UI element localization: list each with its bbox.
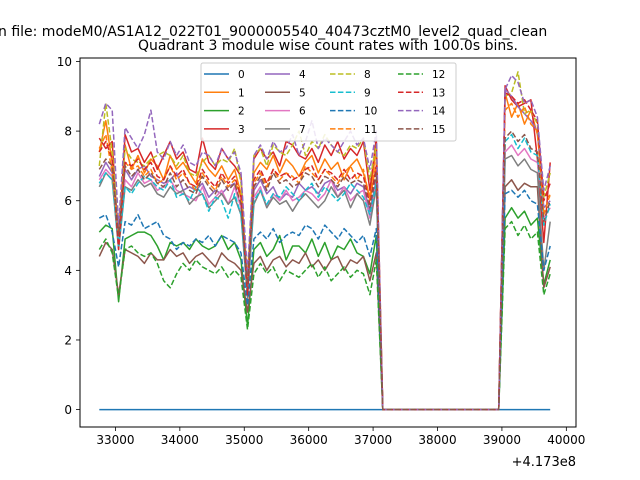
y-tick-label: 4 bbox=[64, 264, 72, 278]
x-tick-label: 39000 bbox=[483, 433, 521, 447]
legend-label-2: 2 bbox=[238, 106, 245, 118]
y-tick-label: 6 bbox=[64, 194, 72, 208]
y-tick-label: 2 bbox=[64, 333, 72, 347]
x-tick-label: 35000 bbox=[225, 433, 263, 447]
legend-frame bbox=[200, 62, 457, 142]
legend-label-12: 12 bbox=[432, 69, 445, 81]
x-axis-offset-label: +4.173e8 bbox=[512, 455, 576, 470]
legend-label-5: 5 bbox=[299, 87, 306, 99]
x-tick-label: 34000 bbox=[161, 433, 199, 447]
legend-label-15: 15 bbox=[432, 124, 445, 136]
x-tick-label: 37000 bbox=[354, 433, 392, 447]
plot-frame bbox=[79, 57, 577, 428]
x-tick-label: 40000 bbox=[547, 433, 585, 447]
series-line-13 bbox=[98, 92, 551, 411]
series-line-15 bbox=[98, 130, 551, 411]
x-axis: 33000 34000 35000 36000 37000 38000 39000 40000 bbox=[96, 427, 585, 447]
y-tick-label: 10 bbox=[57, 55, 72, 69]
legend-label-1: 1 bbox=[238, 87, 245, 99]
chart-title: Quadrant 3 module wise count rates with … bbox=[138, 38, 518, 54]
legend-label-8: 8 bbox=[364, 69, 371, 81]
legend-label-11: 11 bbox=[364, 124, 377, 136]
legend-label-9: 9 bbox=[364, 87, 371, 99]
legend-label-0: 0 bbox=[238, 69, 245, 81]
legend-label-6: 6 bbox=[299, 106, 306, 118]
legend-label-14: 14 bbox=[432, 106, 446, 118]
legend-label-13: 13 bbox=[432, 87, 445, 99]
x-tick-label: 33000 bbox=[96, 433, 134, 447]
legend-label-3: 3 bbox=[238, 124, 245, 136]
y-tick-label: 0 bbox=[64, 403, 72, 417]
x-tick-label: 38000 bbox=[418, 433, 456, 447]
y-tick-label: 8 bbox=[64, 125, 72, 139]
legend-label-7: 7 bbox=[299, 124, 306, 136]
legend-label-4: 4 bbox=[299, 69, 306, 81]
series-layer bbox=[98, 71, 551, 411]
figure-suptitle: n file: modeM0/AS1A12_022T01_9000005540_… bbox=[0, 24, 547, 40]
y-axis: 0 2 4 6 8 10 bbox=[57, 55, 80, 417]
legend-label-10: 10 bbox=[364, 106, 377, 118]
x-tick-label: 36000 bbox=[290, 433, 328, 447]
series-line-10 bbox=[98, 189, 551, 411]
